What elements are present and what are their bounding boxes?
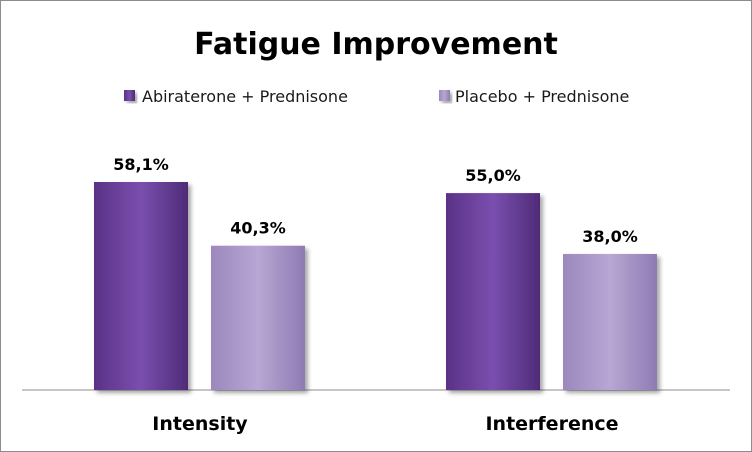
category-label-intensity: Intensity (152, 413, 248, 435)
legend-swatch-placebo (439, 90, 450, 101)
bar-placebo-interference (563, 253, 657, 390)
data-label-placebo-intensity: 40,3% (230, 219, 286, 238)
data-label-abiraterone-intensity: 58,1% (113, 155, 169, 174)
bar-placebo-intensity (211, 245, 305, 390)
legend: Abiraterone + Prednisone Placebo + Predn… (124, 87, 629, 106)
bar-abiraterone-interference (446, 193, 540, 390)
data-label-abiraterone-interference: 55,0% (465, 166, 521, 185)
bar-abiraterone-intensity (94, 182, 188, 390)
legend-label-abiraterone: Abiraterone + Prednisone (142, 87, 348, 106)
legend-label-placebo: Placebo + Prednisone (455, 87, 629, 106)
chart-title: Fatigue Improvement (194, 27, 558, 62)
legend-swatch-abiraterone (124, 90, 135, 101)
bars-group (94, 182, 657, 390)
data-labels-group: 58,1% 55,0% 40,3% 38,0% (113, 155, 638, 246)
data-label-placebo-interference: 38,0% (582, 227, 638, 246)
category-label-interference: Interference (485, 413, 618, 435)
